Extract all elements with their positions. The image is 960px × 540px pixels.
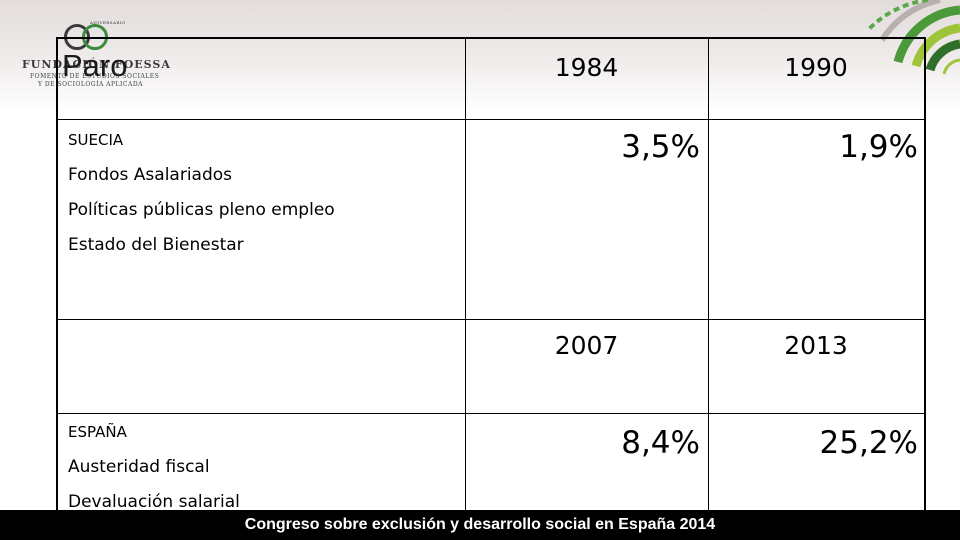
logo-anniversary: ANIVERSARIO	[90, 20, 126, 25]
table-rule	[58, 319, 924, 320]
slide-title: Paro	[62, 48, 128, 83]
list-item: ESPAÑA	[68, 423, 127, 441]
list-item: SUECIA	[68, 131, 124, 149]
header-band	[0, 0, 960, 112]
sweden-1984-value: 3,5%	[621, 129, 700, 165]
list-item: Austeridad fiscal	[68, 457, 210, 477]
sweden-labels: SUECIA Fondos Asalariados Políticas públ…	[68, 123, 335, 263]
spain-2013-value: 25,2%	[819, 425, 918, 461]
logo-subtitle-1: FOMENTO DE ESTUDIOS SOCIALES	[30, 73, 160, 80]
year-1984: 1984	[554, 53, 619, 82]
spain-labels: ESPAÑA Austeridad fiscal Devaluación sal…	[68, 415, 240, 520]
table-divider	[465, 39, 466, 515]
list-item: Estado del Bienestar	[68, 235, 244, 255]
congress-footer: Congreso sobre exclusión y desarrollo so…	[0, 510, 960, 540]
logo-subtitle-2: Y DE SOCIOLOGÍA APLICADA	[38, 81, 143, 88]
table-rule	[58, 413, 924, 414]
unemployment-table: 1984 1990 SUECIA Fondos Asalariados Polí…	[56, 37, 926, 517]
year-2013: 2013	[784, 331, 848, 360]
logo-name: FUNDACIÓN FOESSA	[22, 58, 171, 71]
decorative-rings-graphic	[866, 0, 960, 75]
table-divider	[708, 39, 709, 515]
list-item: Políticas públicas pleno empleo	[68, 200, 335, 220]
year-2007: 2007	[554, 331, 619, 360]
spain-2007-value: 8,4%	[621, 425, 700, 461]
list-item: Fondos Asalariados	[68, 165, 233, 185]
year-1990: 1990	[784, 53, 848, 82]
list-item: Devaluación salarial	[68, 492, 240, 512]
sweden-1990-value: 1,9%	[839, 129, 918, 165]
table-rule	[58, 119, 924, 120]
